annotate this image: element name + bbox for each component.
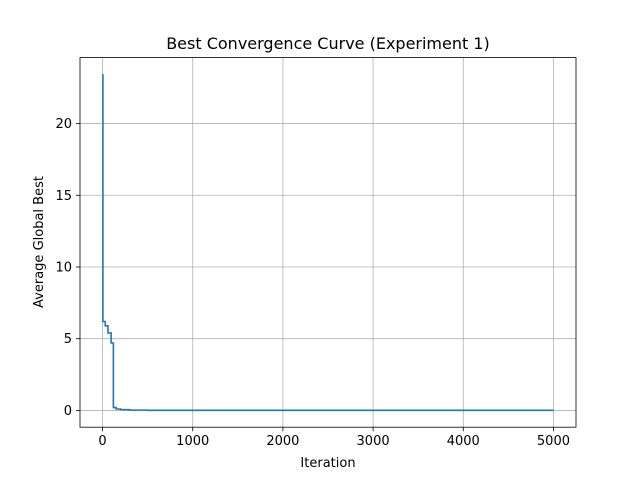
grid-lines (80, 57, 576, 428)
x-tick-label: 1000 (176, 434, 209, 449)
y-axis-label: Average Global Best (32, 176, 47, 308)
x-tick-label: 0 (98, 434, 106, 449)
y-tick-label: 20 (55, 117, 72, 132)
chart-title: Best Convergence Curve (Experiment 1) (166, 34, 490, 53)
x-axis-label: Iteration (300, 456, 355, 471)
x-tick-label: 5000 (537, 434, 570, 449)
series-layer (102, 74, 554, 412)
x-tick-label: 2000 (266, 434, 299, 449)
series-line (102, 74, 554, 412)
plot-frame (79, 57, 577, 428)
y-tick-label: 5 (64, 332, 72, 347)
y-tick-label: 15 (55, 189, 72, 204)
y-tick-label: 0 (64, 404, 72, 419)
x-tick-label: 4000 (447, 434, 480, 449)
y-tick-label: 10 (55, 260, 72, 275)
axis-ticks: 0 1000 2000 3000 4000 5000 0 5 10 15 20 (55, 117, 570, 449)
x-tick-label: 3000 (357, 434, 390, 449)
